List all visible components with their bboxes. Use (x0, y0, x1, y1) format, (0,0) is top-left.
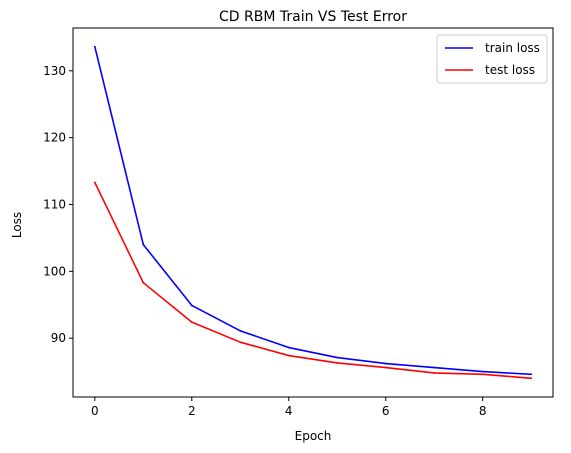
y-axis: 90 100 110 120 130 (43, 64, 73, 345)
data-point (385, 367, 387, 369)
data-point (530, 377, 532, 379)
data-point (191, 321, 193, 323)
data-point (94, 182, 96, 184)
x-tick-label: 6 (382, 404, 390, 418)
x-axis: 0 2 4 6 8 (91, 397, 487, 418)
data-point (288, 347, 290, 349)
legend-label: test loss (485, 63, 535, 77)
data-point (385, 363, 387, 365)
data-point (433, 372, 435, 374)
data-point (433, 367, 435, 369)
data-point (288, 355, 290, 357)
series-line-0 (95, 47, 531, 375)
data-point (239, 330, 241, 332)
data-point (94, 46, 96, 48)
x-tick-label: 8 (479, 404, 487, 418)
y-tick-label: 130 (43, 64, 66, 78)
data-point (530, 373, 532, 375)
data-point (142, 244, 144, 246)
data-point (482, 373, 484, 375)
x-tick-label: 2 (188, 404, 196, 418)
y-tick-label: 120 (43, 131, 66, 145)
data-point (239, 341, 241, 343)
y-tick-label: 110 (43, 197, 66, 211)
y-tick-label: 90 (51, 331, 66, 345)
data-point (336, 362, 338, 364)
x-axis-label: Epoch (295, 429, 332, 443)
series-layer (94, 46, 532, 379)
legend-label: train loss (485, 41, 540, 55)
data-point (336, 357, 338, 359)
x-tick-label: 4 (285, 404, 293, 418)
y-tick-label: 100 (43, 264, 66, 278)
series-line-1 (95, 182, 531, 378)
data-point (191, 305, 193, 307)
data-point (482, 371, 484, 373)
legend: train loss test loss (437, 35, 547, 83)
x-tick-label: 0 (91, 404, 99, 418)
chart-title: CD RBM Train VS Test Error (219, 9, 407, 25)
data-point (142, 282, 144, 284)
y-axis-label: Loss (10, 212, 24, 238)
